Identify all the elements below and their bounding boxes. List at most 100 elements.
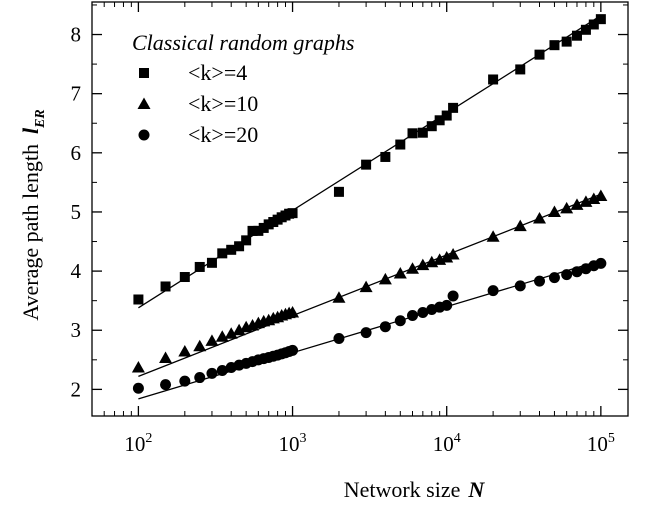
data-point-triangle	[224, 327, 238, 339]
data-point-triangle	[570, 198, 584, 210]
data-point-square	[234, 241, 245, 252]
x-tick-exponent: 5	[608, 431, 615, 446]
data-point-square	[395, 139, 406, 150]
y-tick-label: 7	[71, 82, 82, 106]
x-tick-base: 10	[587, 432, 608, 456]
y-tick-label: 5	[71, 200, 82, 224]
data-point-triangle	[416, 258, 430, 271]
data-point-circle	[287, 344, 299, 356]
data-point-triangle	[193, 339, 207, 352]
data-point-square	[226, 244, 237, 255]
data-point-circle	[417, 307, 429, 318]
y-tick-label: 2	[71, 377, 82, 401]
legend-label: <k>=20	[188, 122, 258, 147]
legend-label: <k>=10	[188, 91, 258, 116]
data-point-circle	[206, 367, 218, 379]
data-point-square	[287, 208, 298, 219]
data-point-circle	[534, 275, 546, 287]
data-point-circle	[360, 327, 372, 339]
data-point-triangle	[513, 219, 527, 232]
data-point-triangle	[533, 211, 547, 224]
data-point-triangle	[215, 330, 229, 342]
data-point-triangle	[393, 266, 407, 279]
data-point-circle	[595, 257, 607, 269]
data-point-circle	[160, 379, 172, 391]
data-point-circle	[379, 321, 391, 333]
x-axis-variable: N	[467, 477, 485, 502]
x-tick-label: 102	[124, 431, 152, 456]
y-axis-label: Average path length	[18, 144, 43, 321]
svg-text:Average path lengthlER: Average path length lER	[18, 109, 48, 321]
data-point-square	[561, 36, 572, 47]
data-point-triangle	[332, 291, 346, 303]
data-point-triangle	[547, 205, 561, 217]
data-point-triangle	[159, 351, 173, 364]
fit-line	[138, 193, 602, 377]
x-tick-base: 10	[433, 432, 454, 456]
data-point-triangle	[587, 192, 601, 204]
data-point-square	[247, 225, 258, 236]
data-points	[131, 14, 608, 394]
data-point-triangle	[378, 272, 392, 285]
data-point-square	[441, 110, 452, 121]
data-point-triangle	[486, 230, 500, 242]
x-axis-title: Network size N	[344, 477, 486, 502]
data-point-square	[133, 294, 144, 305]
y-tick-label: 3	[71, 318, 82, 342]
data-point-triangle	[440, 250, 454, 263]
x-tick-base: 10	[279, 432, 300, 456]
data-point-square	[217, 248, 228, 259]
data-point-triangle	[359, 280, 373, 293]
x-tick-exponent: 3	[300, 431, 307, 446]
data-point-circle	[407, 309, 419, 321]
data-point-square	[571, 30, 582, 41]
data-point-square	[515, 64, 526, 75]
data-point-square	[417, 127, 428, 138]
data-point-square	[407, 128, 418, 139]
data-point-square	[160, 281, 171, 292]
data-point-square	[426, 121, 437, 132]
legend-marker-square	[139, 68, 149, 78]
x-tick-label: 104	[433, 431, 461, 456]
y-axis-variable: l	[18, 127, 43, 134]
data-point-circle	[441, 299, 453, 311]
data-point-triangle	[131, 361, 145, 373]
data-point-triangle	[579, 195, 593, 207]
data-point-circle	[548, 272, 560, 284]
data-point-triangle	[178, 345, 192, 357]
data-point-square	[253, 225, 264, 236]
data-point-triangle	[560, 201, 574, 214]
data-point-circle	[216, 364, 228, 376]
data-point-triangle	[205, 334, 219, 346]
legend-marker-circle	[138, 129, 150, 141]
data-point-square	[488, 74, 499, 85]
plot-frame	[91, 1, 629, 417]
data-point-square	[549, 40, 560, 51]
data-point-triangle	[286, 306, 300, 318]
data-point-circle	[447, 290, 459, 302]
data-point-circle	[394, 315, 406, 327]
data-point-circle	[561, 269, 573, 281]
data-point-square	[534, 49, 545, 60]
y-axis-title: Average path length lER	[18, 109, 48, 321]
data-point-triangle	[232, 323, 246, 336]
data-point-square	[361, 159, 372, 170]
data-point-triangle	[446, 248, 460, 260]
data-point-square	[194, 261, 205, 272]
data-point-square	[434, 115, 445, 126]
legend: Classical random graphs <k>=4 <k>=10 <k>=2…	[132, 30, 354, 147]
data-point-circle	[179, 375, 191, 387]
data-point-square	[448, 102, 459, 113]
data-point-square	[333, 186, 344, 197]
data-point-triangle	[406, 262, 420, 274]
data-point-square	[588, 19, 599, 30]
data-point-circle	[132, 382, 144, 394]
y-tick-label: 8	[71, 23, 82, 47]
data-point-square	[179, 272, 190, 283]
data-point-square	[580, 24, 591, 35]
data-point-square	[595, 14, 606, 25]
x-tick-label: 103	[279, 431, 307, 456]
x-tick-base: 10	[124, 432, 145, 456]
